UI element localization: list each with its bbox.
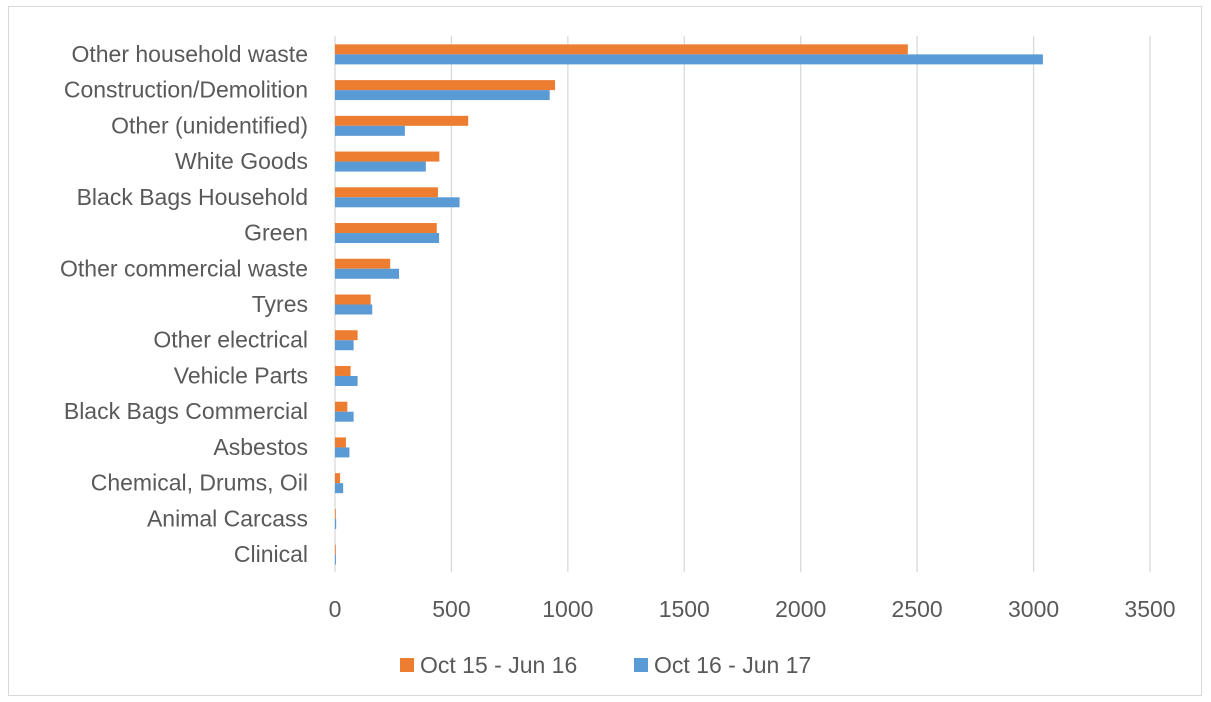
bars (335, 44, 1043, 565)
legend-label-1: Oct 16 - Jun 17 (654, 652, 811, 678)
x-tick-label: 1500 (659, 596, 710, 622)
bar-s0-c11 (335, 437, 346, 448)
category-label: Green (244, 220, 308, 246)
legend-label-0: Oct 15 - Jun 16 (420, 652, 577, 678)
bar-s0-c14 (335, 544, 336, 555)
bar-s1-c13 (335, 518, 337, 529)
bar-s1-c4 (335, 197, 460, 208)
x-tick-labels: 0 500 1000 1500 2000 2500 3000 3500 (329, 596, 1176, 622)
bar-s1-c5 (335, 233, 440, 244)
bar-s1-c0 (335, 54, 1043, 65)
category-label: Black Bags Commercial (64, 398, 308, 424)
category-label: White Goods (175, 148, 308, 174)
bar-s0-c7 (335, 294, 371, 305)
bar-s0-c5 (335, 223, 437, 234)
bar-s0-c10 (335, 401, 348, 412)
x-tick-label: 3500 (1124, 596, 1175, 622)
bar-s0-c12 (335, 473, 341, 484)
bar-s1-c2 (335, 125, 405, 136)
bar-s0-c0 (335, 44, 908, 55)
x-tick-label: 0 (329, 596, 342, 622)
x-tick-label: 2000 (775, 596, 826, 622)
bar-s0-c8 (335, 330, 358, 341)
legend: Oct 15 - Jun 16 Oct 16 - Jun 17 (400, 652, 811, 678)
category-label: Animal Carcass (147, 505, 308, 531)
category-label: Other commercial waste (60, 255, 308, 281)
bar-s1-c10 (335, 411, 354, 422)
bar-s0-c13 (335, 508, 336, 519)
bar-s1-c3 (335, 161, 426, 172)
bar-s1-c11 (335, 447, 350, 458)
category-label: Asbestos (213, 434, 308, 460)
legend-swatch-1 (634, 658, 648, 672)
bar-s0-c4 (335, 187, 438, 198)
category-label: Vehicle Parts (174, 362, 308, 388)
legend-swatch-0 (400, 658, 414, 672)
category-label: Tyres (252, 291, 308, 317)
category-label: Construction/Demolition (64, 77, 308, 103)
x-tick-label: 3000 (1008, 596, 1059, 622)
bar-s0-c3 (335, 151, 440, 162)
category-labels: Other household waste Construction/Demoli… (60, 41, 308, 567)
category-label: Other electrical (153, 327, 308, 353)
bar-s1-c7 (335, 304, 373, 315)
category-label: Other (unidentified) (111, 112, 308, 138)
bar-s0-c1 (335, 80, 556, 91)
x-tick-label: 2500 (892, 596, 943, 622)
bar-s1-c1 (335, 90, 550, 101)
category-label: Other household waste (71, 41, 308, 67)
bar-s0-c9 (335, 365, 351, 376)
bar-s1-c8 (335, 340, 354, 351)
bar-s0-c6 (335, 258, 391, 269)
bar-s1-c9 (335, 375, 358, 386)
x-tick-label: 500 (432, 596, 470, 622)
bar-s1-c6 (335, 268, 400, 279)
category-label: Black Bags Household (77, 184, 308, 210)
x-tick-label: 1000 (542, 596, 593, 622)
category-label: Chemical, Drums, Oil (91, 470, 308, 496)
chart-frame (8, 6, 1202, 696)
bar-s0-c2 (335, 115, 469, 126)
bar-s1-c14 (335, 554, 336, 565)
bar-s1-c12 (335, 483, 344, 494)
category-label: Clinical (234, 541, 308, 567)
